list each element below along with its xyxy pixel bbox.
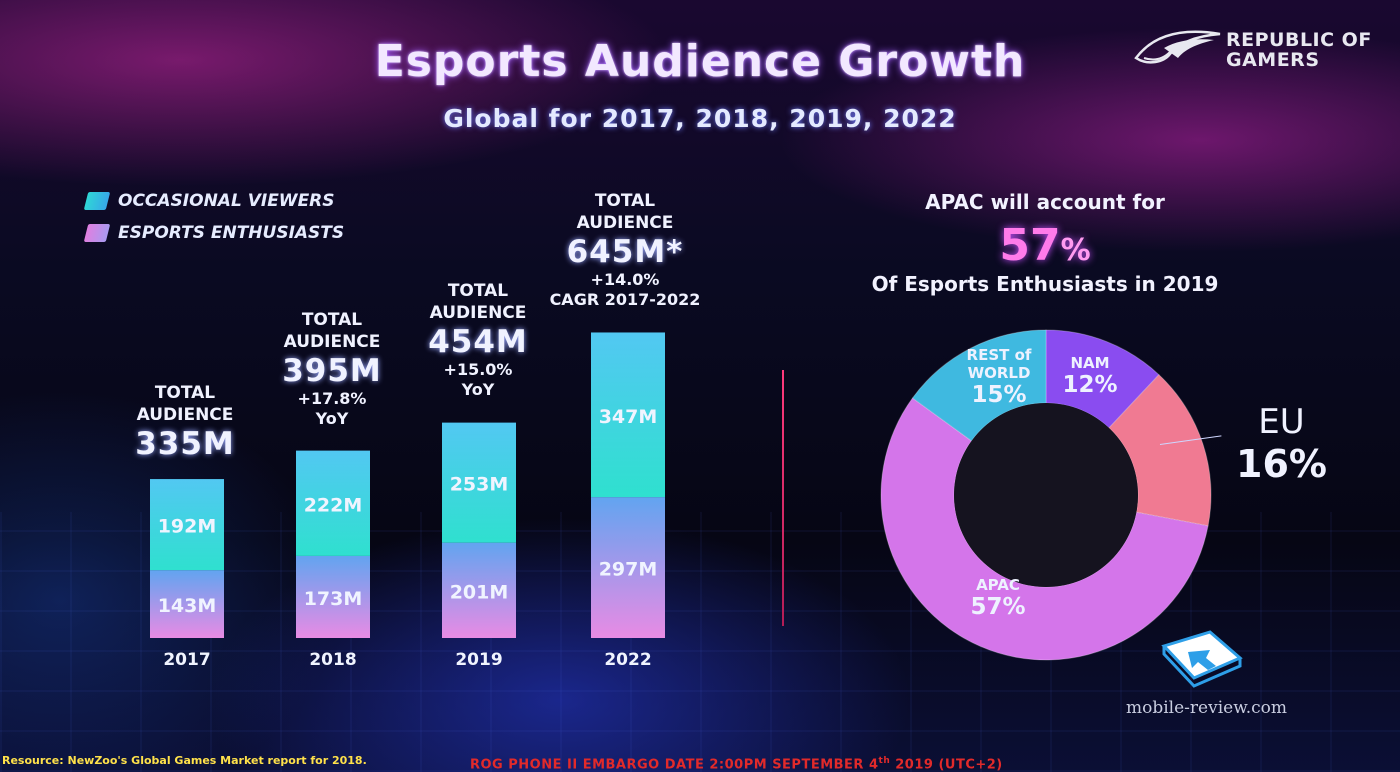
bar-label-occasional-2022: 347M	[599, 406, 658, 428]
apac-percent: 57%	[880, 220, 1210, 271]
annotation-2019-line1: TOTAL	[447, 281, 509, 301]
bar-label-occasional-2017: 192M	[158, 516, 217, 538]
bar-occasional-2022	[591, 332, 665, 498]
annotation-2017: TOTAL AUDIENCE 335M	[110, 382, 260, 462]
rog-logo: REPUBLIC OF GAMERS	[1134, 28, 1394, 76]
bar-label-occasional-2019: 253M	[450, 474, 509, 496]
annotation-2018-basis: YoY	[315, 409, 349, 428]
donut-label-apac-pct: 57%	[970, 594, 1026, 620]
annotation-2019-line2: AUDIENCE	[429, 303, 527, 323]
x-tick-2017: 2017	[163, 650, 210, 670]
annotation-2022-total: 645M*	[566, 234, 684, 270]
bar-occasional-2019	[442, 422, 516, 543]
x-tick-2019: 2019	[455, 650, 502, 670]
annotation-2018-total: 395M	[282, 353, 382, 389]
brand-line-2: GAMERS	[1226, 49, 1320, 71]
annotation-2017-line1: TOTAL	[154, 383, 216, 403]
x-tick-2018: 2018	[309, 650, 356, 670]
stacked-bar-chart: 192M 143M 2017 222M 173M 2018 253M 201M 2019 347M…	[150, 332, 665, 670]
donut-label-rest-pct: 15%	[971, 382, 1027, 408]
divider-line	[782, 370, 784, 626]
slide-subtitle: Global for 2017, 2018, 2019, 2022	[443, 104, 957, 133]
annotation-2022-line2: AUDIENCE	[576, 213, 674, 233]
bar-occasional-2017	[150, 479, 224, 571]
annotation-2019-basis: YoY	[461, 380, 495, 399]
bars-layer: 192M 143M 2017 222M 173M 2018 253M 201M 2019 347M…	[150, 332, 665, 670]
watermark-logo-icon	[1161, 630, 1243, 688]
x-tick-2022: 2022	[604, 650, 651, 670]
annotation-2018-line2: AUDIENCE	[283, 332, 381, 352]
brand-text: REPUBLIC OF GAMERS	[1226, 30, 1372, 70]
bar-enthusiasts-2019	[442, 542, 516, 638]
donut-label-nam: NAM 12%	[1052, 354, 1128, 398]
annotation-2018-line1: TOTAL	[301, 310, 363, 330]
brand-line-1: REPUBLIC OF	[1226, 29, 1372, 51]
annotation-2022-basis: CAGR 2017-2022	[549, 290, 701, 309]
embargo-note-sup: th	[878, 756, 891, 766]
donut-label-rest-line1: REST of	[966, 346, 1032, 364]
donut-label-eu-pct: 16%	[1236, 442, 1327, 486]
donut-layer	[880, 329, 1212, 661]
apac-percent-value: 57	[999, 220, 1061, 271]
donut-label-apac-name: APAC	[976, 576, 1020, 594]
embargo-note-tail: 2019 (UTC+2)	[890, 757, 1003, 772]
donut-label-rest-line2: WORLD	[967, 364, 1031, 382]
bar-label-enthusiasts-2019: 201M	[450, 581, 509, 603]
bar-occasional-2018	[296, 450, 370, 556]
annotation-2022: TOTAL AUDIENCE 645M* +14.0% CAGR 2017-20…	[530, 190, 720, 310]
legend-label-occasional: OCCASIONAL VIEWERS	[118, 191, 335, 211]
bar-label-enthusiasts-2018: 173M	[304, 588, 363, 610]
bar-label-enthusiasts-2022: 297M	[599, 559, 658, 581]
legend-label-enthusiasts: ESPORTS ENTHUSIASTS	[118, 223, 345, 243]
annotation-2022-line1: TOTAL	[594, 191, 656, 211]
bar-enthusiasts-2017	[150, 570, 224, 638]
donut-chart	[880, 329, 1212, 661]
rog-eye-icon	[1134, 30, 1221, 64]
embargo-note-main: ROG PHONE II EMBARGO DATE 2:00PM SEPTEMB…	[470, 757, 879, 772]
annotation-2022-growth: +14.0%	[590, 270, 660, 289]
bar-enthusiasts-2018	[296, 555, 370, 638]
apac-subheading: Of Esports Enthusiasts in 2019	[871, 272, 1219, 296]
donut-label-eu-name: EU	[1258, 402, 1305, 442]
annotation-2019-growth: +15.0%	[443, 360, 513, 379]
bar-label-enthusiasts-2017: 143M	[158, 595, 217, 617]
watermark-text: mobile-review.com	[1126, 698, 1288, 718]
bar-label-occasional-2018: 222M	[304, 494, 363, 516]
donut-label-apac: APAC 57%	[952, 576, 1044, 620]
donut-label-rest: REST of WORLD 15%	[956, 346, 1042, 408]
bar-enthusiasts-2022	[591, 497, 665, 638]
donut-hole	[954, 403, 1138, 587]
donut-label-eu: EU 16%	[1236, 402, 1327, 486]
embargo-note: ROG PHONE II EMBARGO DATE 2:00PM SEPTEMB…	[470, 756, 1003, 772]
annotation-2019-total: 454M	[428, 324, 528, 360]
annotation-2018-growth: +17.8%	[297, 389, 367, 408]
apac-percent-sign: %	[1060, 233, 1091, 268]
annotation-2018: TOTAL AUDIENCE 395M +17.8% YoY	[257, 309, 407, 429]
source-note: Resource: NewZoo's Global Games Market r…	[2, 754, 367, 767]
apac-heading: APAC will account for	[925, 190, 1165, 214]
donut-label-nam-name: NAM	[1070, 354, 1110, 372]
slide-title: Esports Audience Growth	[374, 36, 1026, 87]
annotation-2017-total: 335M	[135, 426, 235, 462]
annotation-2019: TOTAL AUDIENCE 454M +15.0% YoY	[403, 280, 553, 400]
donut-label-nam-pct: 12%	[1062, 372, 1118, 398]
annotation-2017-line2: AUDIENCE	[136, 405, 234, 425]
